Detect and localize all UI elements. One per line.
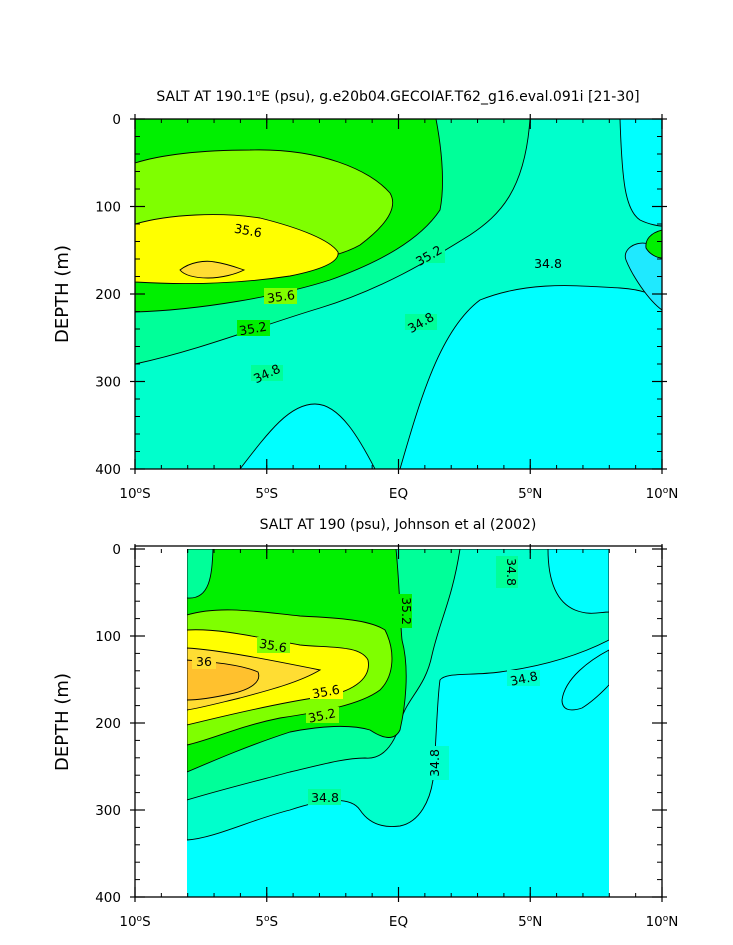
bottom-x-tick-label: 5oN: [518, 914, 542, 930]
top-panel-title: SALT AT 190.1oE (psu), g.e20b04.GECOIAF.…: [156, 89, 639, 105]
bottom-panel: SALT AT 190 (psu), Johnson et al (2002) …: [52, 517, 678, 930]
svg-text:34.8: 34.8: [427, 749, 442, 777]
bottom-y-tick-label: 300: [95, 803, 121, 819]
svg-text:35.6: 35.6: [233, 221, 263, 241]
top-contour-labels: 35.6 35.2 34.8 35.6 35.2 34.8 34.8: [232, 221, 564, 386]
svg-text:35.6: 35.6: [258, 636, 288, 656]
top-y-tick-label: 0: [112, 112, 121, 128]
svg-text:36: 36: [196, 654, 212, 669]
bottom-contour-labels: 34.8 35.2 35.6 36 34.8 35.6 35.2 34.8 34…: [192, 556, 540, 805]
top-fill-34.6: [239, 403, 376, 469]
top-contour-field: [135, 119, 662, 469]
svg-text:34.8: 34.8: [534, 256, 562, 271]
bottom-fill-34.8-north: [547, 549, 609, 614]
top-x-tick-label: EQ: [389, 486, 408, 502]
svg-text:35.2: 35.2: [399, 597, 414, 625]
top-panel: SALT AT 190.1oE (psu), g.e20b04.GECOIAF.…: [52, 89, 678, 502]
top-y-tick-label: 300: [95, 375, 121, 391]
bottom-x-tick-label: 5oS: [255, 914, 278, 930]
bottom-fill-34.8-patch: [561, 649, 609, 711]
top-fill-35.8: [179, 260, 246, 279]
svg-text:35.2: 35.2: [307, 705, 337, 725]
bottom-y-tick-label: 0: [112, 542, 121, 558]
bottom-axis: 10oS 5oS EQ 5oN 10oN 0 100 200 300 400: [95, 542, 678, 930]
svg-text:34.8: 34.8: [504, 558, 519, 586]
bottom-panel-title: SALT AT 190 (psu), Johnson et al (2002): [260, 517, 537, 533]
svg-text:35.2: 35.2: [238, 319, 268, 339]
svg-text:34.8: 34.8: [509, 668, 539, 688]
top-fill-35.0-bump: [645, 229, 662, 259]
top-ylabel: DEPTH (m): [52, 245, 73, 343]
bottom-ylabel: DEPTH (m): [52, 673, 73, 771]
top-fill-34.6-patch: [624, 242, 662, 311]
svg-text:35.6: 35.6: [266, 287, 296, 306]
bottom-y-tick-label: 400: [95, 890, 121, 906]
top-y-tick-label: 200: [95, 287, 121, 303]
svg-text:34.8: 34.8: [311, 790, 339, 805]
top-y-tick-label: 100: [95, 200, 121, 216]
bottom-x-tick-label: EQ: [389, 914, 408, 930]
top-y-tick-label: 400: [95, 462, 121, 478]
bottom-y-tick-label: 200: [95, 716, 121, 732]
svg-text:35.6: 35.6: [311, 682, 341, 702]
top-x-tick-label: 5oS: [255, 486, 278, 502]
top-axis: 10oS 5oS EQ 5oN 10oN 0 100 200 300 400: [95, 112, 678, 502]
bottom-fill-36.0: [187, 659, 260, 701]
bottom-x-tick-label: 10oS: [119, 914, 150, 930]
bottom-y-tick-label: 100: [95, 629, 121, 645]
top-x-tick-label: 10oS: [119, 486, 150, 502]
top-x-tick-label: 10oN: [646, 486, 679, 502]
bottom-x-tick-label: 10oN: [646, 914, 679, 930]
top-fill-34.6-north: [619, 119, 662, 227]
top-x-tick-label: 5oN: [518, 486, 542, 502]
